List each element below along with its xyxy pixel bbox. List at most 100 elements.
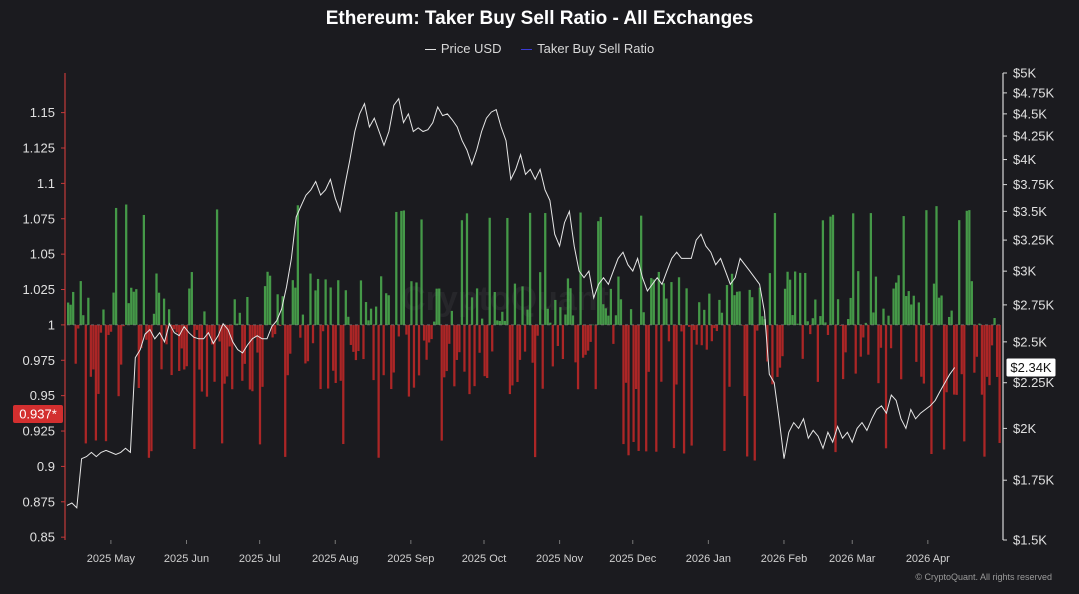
ratio-bar bbox=[794, 271, 797, 325]
left-tick-label: 1.125 bbox=[22, 141, 55, 156]
ratio-bar bbox=[566, 278, 570, 325]
ratio-bar bbox=[243, 324, 246, 364]
ratio-bar bbox=[657, 271, 660, 325]
ratio-bar bbox=[470, 297, 474, 325]
ratio-bar bbox=[910, 304, 913, 325]
ratio-bar bbox=[746, 324, 749, 457]
ratio-bar bbox=[667, 324, 671, 342]
ratio-bar bbox=[359, 280, 363, 325]
ratio-bar bbox=[74, 324, 77, 364]
chart-legend: Price USD Taker Buy Sell Ratio bbox=[0, 41, 1079, 56]
ratio-bar bbox=[412, 324, 416, 388]
x-tick-label: 2026 Apr bbox=[906, 553, 950, 565]
ratio-bar bbox=[614, 315, 618, 325]
x-tick-label: 2025 Oct bbox=[462, 553, 507, 565]
ratio-bar bbox=[387, 295, 390, 325]
ratio-bar bbox=[544, 213, 547, 325]
ratio-bar bbox=[200, 324, 204, 392]
ratio-bars bbox=[67, 204, 1001, 461]
left-tick-label: 1 bbox=[48, 317, 55, 332]
ratio-bar bbox=[450, 310, 453, 325]
ratio-bar bbox=[309, 273, 312, 325]
ratio-bar bbox=[319, 324, 322, 390]
ratio-bar bbox=[569, 288, 572, 325]
ratio-bar bbox=[826, 324, 830, 335]
ratio-bar bbox=[77, 324, 80, 329]
right-axis-ticks: $5K $4.75K $4.5K $4.25K $4K $3.75K $3.5K $3.25K… bbox=[1003, 66, 1055, 548]
ratio-bar bbox=[778, 324, 782, 368]
ratio-bar bbox=[425, 324, 428, 360]
ratio-bar bbox=[453, 324, 456, 387]
left-tick-label: 0.85 bbox=[30, 530, 55, 545]
ratio-bar bbox=[685, 288, 688, 325]
ratio-bar bbox=[513, 283, 517, 325]
legend-line-ratio-icon bbox=[521, 49, 533, 51]
ratio-bar bbox=[824, 322, 827, 325]
ratio-bar bbox=[877, 324, 880, 384]
ratio-bar bbox=[84, 324, 87, 444]
x-tick-label: 2025 May bbox=[87, 553, 136, 565]
ratio-bar bbox=[738, 291, 741, 325]
legend-label-ratio: Taker Buy Sell Ratio bbox=[537, 41, 655, 56]
ratio-bar bbox=[372, 324, 375, 381]
current-ratio-label: 0.937* bbox=[19, 407, 57, 422]
ratio-bar bbox=[236, 323, 239, 325]
ratio-bar bbox=[829, 216, 832, 325]
ratio-bar bbox=[945, 324, 948, 393]
ratio-bar bbox=[173, 324, 176, 330]
ratio-bar bbox=[135, 289, 138, 325]
ratio-bar bbox=[493, 291, 496, 325]
legend-item-ratio[interactable]: Taker Buy Sell Ratio bbox=[521, 41, 654, 56]
ratio-bar bbox=[640, 215, 643, 325]
ratio-bar bbox=[831, 214, 835, 325]
ratio-bar bbox=[882, 308, 885, 325]
ratio-bar bbox=[889, 324, 893, 349]
right-tick-label: $3.5K bbox=[1013, 204, 1047, 219]
ratio-bar bbox=[147, 324, 151, 458]
ratio-bar bbox=[104, 324, 108, 442]
ratio-bar bbox=[584, 324, 587, 355]
left-tick-label: 0.95 bbox=[30, 388, 55, 403]
ratio-bar bbox=[834, 324, 837, 453]
ratio-bar bbox=[349, 324, 352, 345]
ratio-bar bbox=[728, 324, 731, 387]
ratio-bar bbox=[733, 295, 736, 325]
ratio-bar bbox=[849, 297, 852, 325]
x-tick-label: 2025 Dec bbox=[609, 553, 657, 565]
right-tick-label: $4.5K bbox=[1013, 106, 1047, 121]
right-tick-label: $3K bbox=[1013, 264, 1036, 279]
legend-item-price[interactable]: Price USD bbox=[424, 41, 502, 56]
ratio-bar bbox=[804, 272, 807, 325]
ratio-bar bbox=[609, 288, 613, 325]
ratio-bar bbox=[687, 324, 691, 327]
ratio-bar bbox=[443, 324, 446, 378]
legend-line-price-icon bbox=[424, 49, 436, 51]
ratio-bar bbox=[571, 315, 575, 325]
ratio-bar bbox=[743, 324, 746, 397]
ratio-bar bbox=[879, 324, 883, 348]
right-tick-label: $2K bbox=[1013, 421, 1036, 436]
ratio-bar bbox=[107, 324, 110, 335]
ratio-bar bbox=[213, 324, 216, 382]
right-tick-label: $3.75K bbox=[1013, 177, 1055, 192]
ratio-bar bbox=[195, 324, 199, 330]
ratio-bar bbox=[273, 324, 277, 335]
ratio-bar bbox=[844, 324, 847, 353]
ratio-bar bbox=[748, 289, 751, 325]
ratio-bar bbox=[306, 324, 310, 362]
ratio-bar bbox=[862, 324, 865, 338]
ratio-bar bbox=[82, 315, 85, 325]
ratio-bar bbox=[781, 324, 784, 357]
left-tick-label: 0.925 bbox=[22, 424, 55, 439]
ratio-bar bbox=[69, 304, 72, 325]
ratio-bar bbox=[645, 324, 648, 452]
current-price-label: $2.34K bbox=[1010, 360, 1052, 375]
ratio-bar bbox=[72, 291, 75, 325]
ratio-bar bbox=[390, 324, 393, 390]
ratio-bar bbox=[180, 324, 183, 349]
ratio-bar bbox=[528, 212, 532, 325]
ratio-bar bbox=[516, 324, 519, 382]
ratio-bar bbox=[561, 324, 565, 360]
ratio-bar bbox=[700, 324, 703, 346]
ratio-bar bbox=[783, 288, 787, 325]
